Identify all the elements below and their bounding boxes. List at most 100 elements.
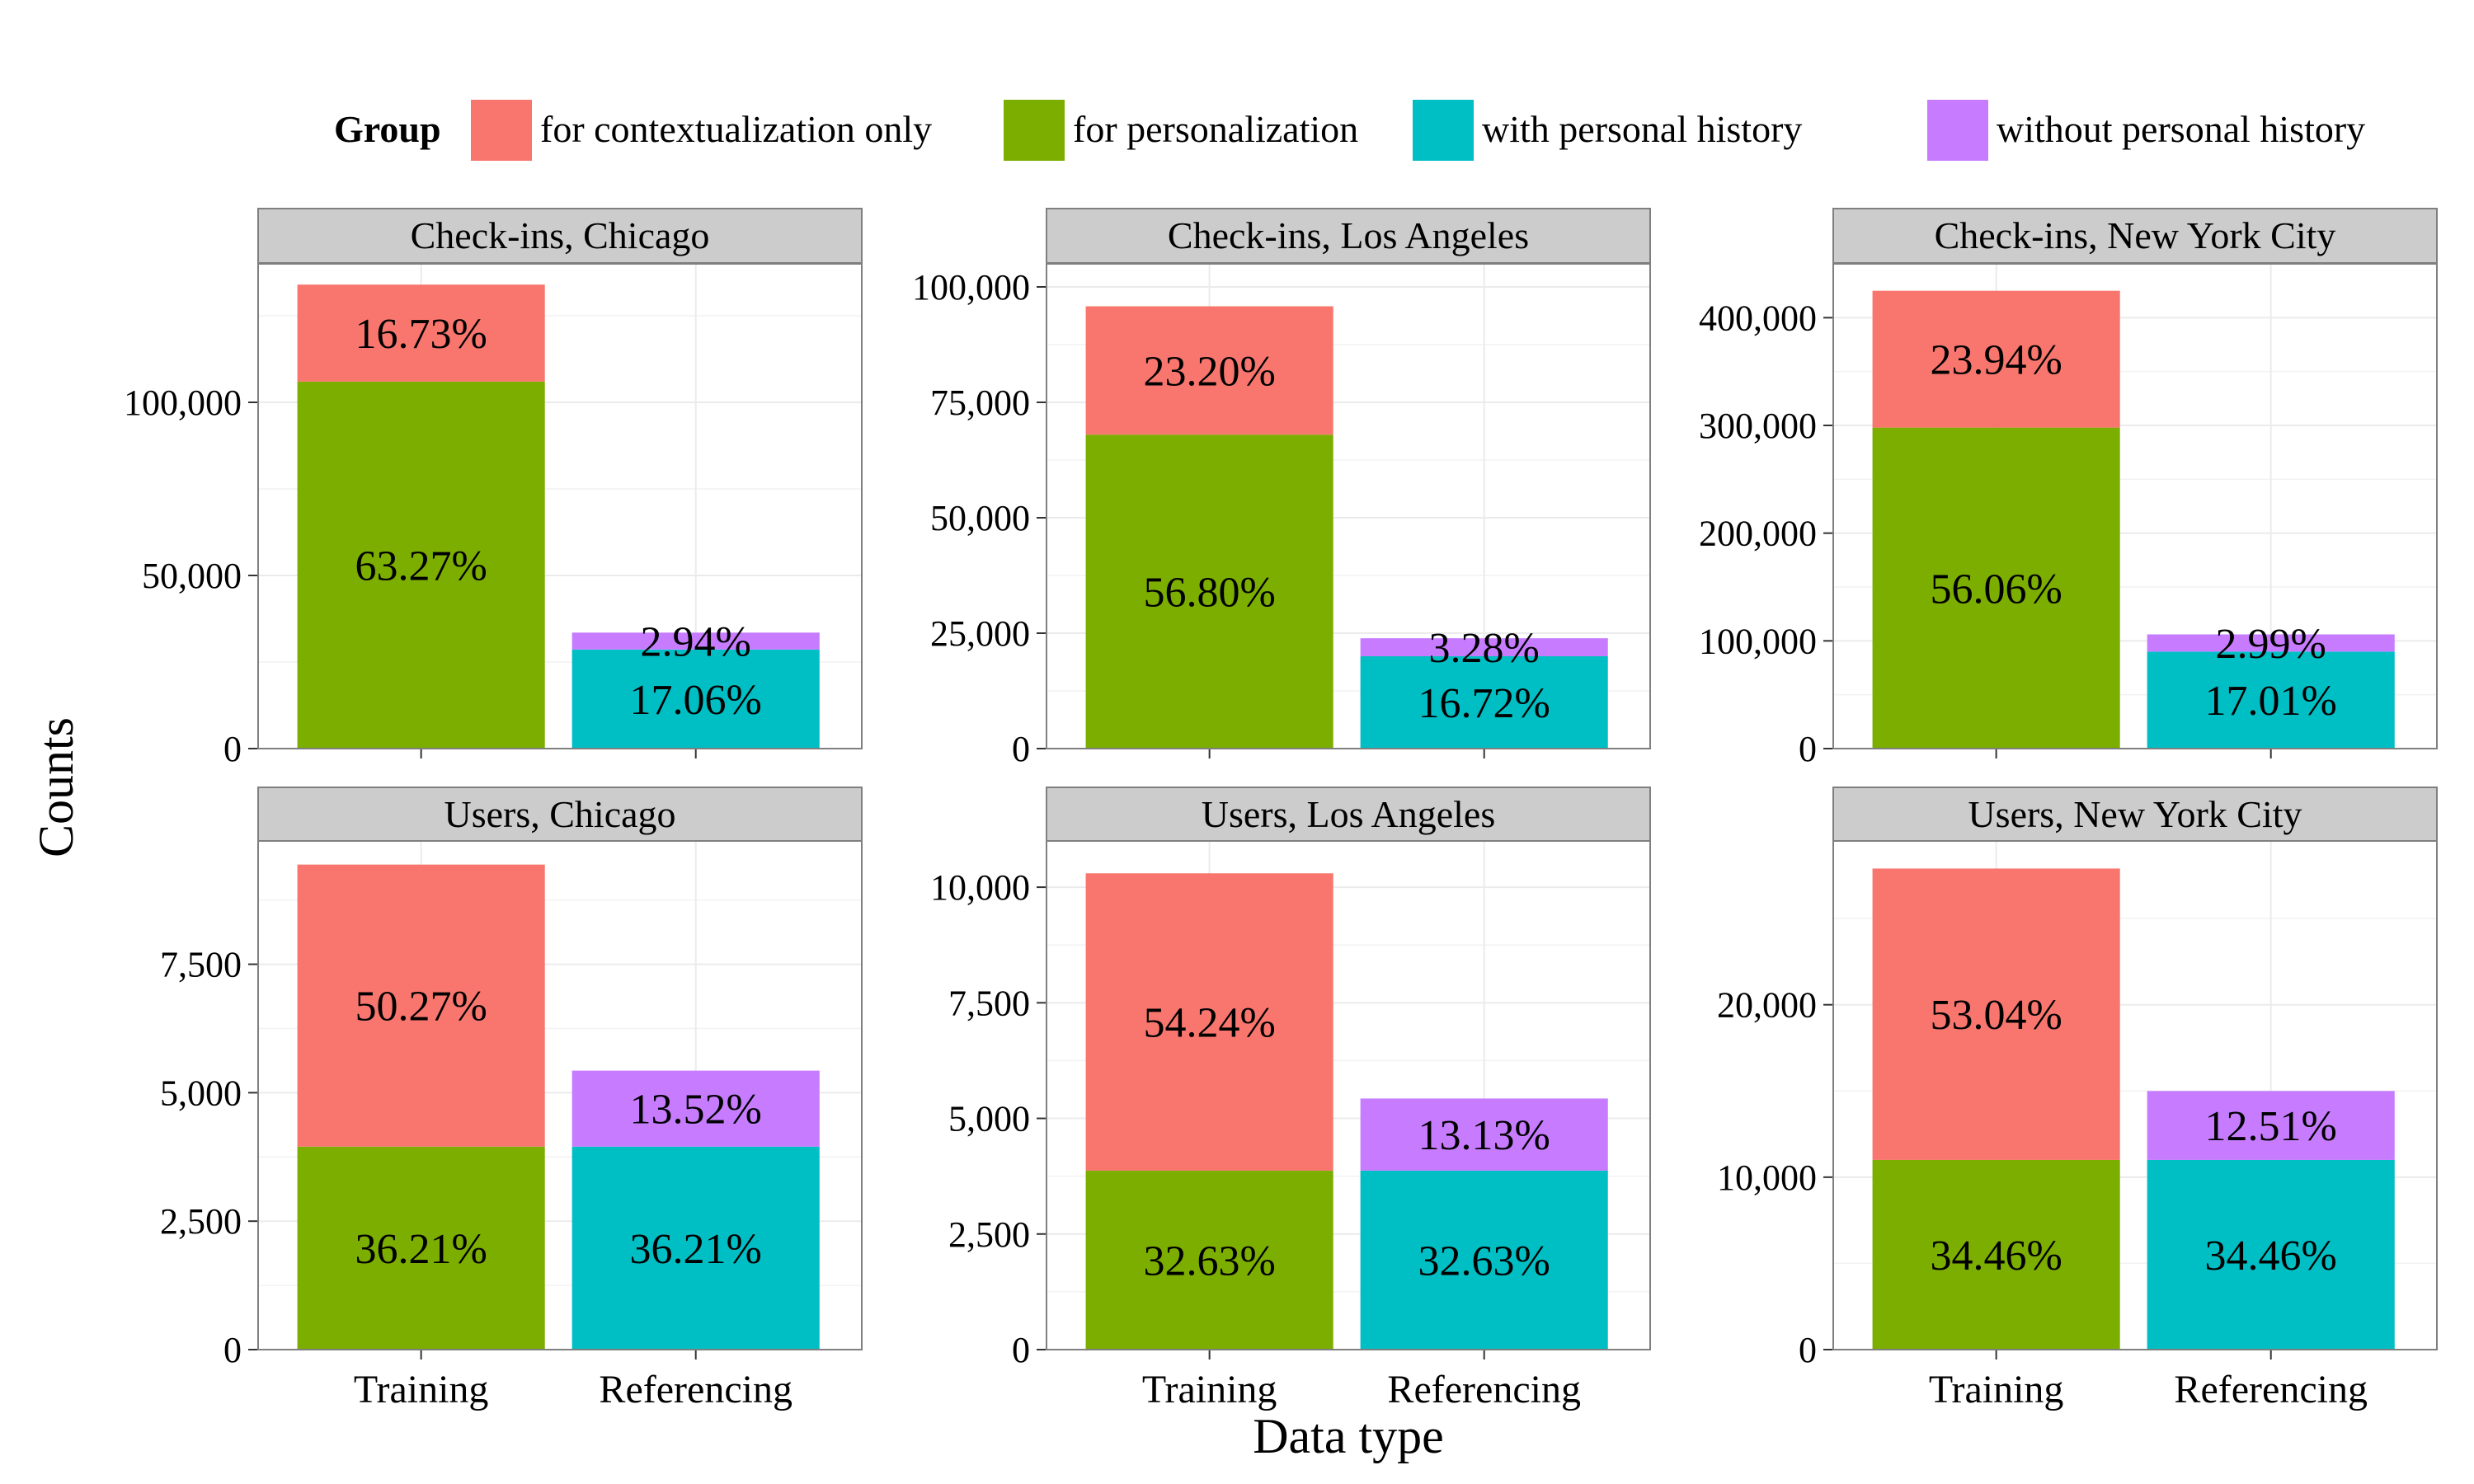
bar-segment-without-personal-history	[1360, 638, 1608, 656]
data-label: 13.13%	[1418, 1112, 1550, 1159]
legend-item-for-personalization: for personalization	[1004, 100, 1358, 161]
bar-segment-with-personal-history	[2147, 651, 2395, 749]
data-label: 56.06%	[1930, 566, 2062, 613]
bar-referencing: 17.01% 2.99%	[2147, 621, 2395, 749]
y-tick-label: 10,000	[930, 867, 1030, 908]
data-label: 34.46%	[1930, 1233, 2062, 1280]
panel-border	[257, 263, 863, 749]
panel-title: Users, Chicago	[444, 793, 675, 835]
bar-segment-without-personal-history	[571, 632, 820, 650]
data-label: 53.04%	[1930, 992, 2062, 1039]
y-tick-label: 50,000	[930, 498, 1030, 538]
x-axis-label: Data type	[1253, 1409, 1444, 1463]
bar-segment-with-personal-history	[2147, 1159, 2395, 1350]
data-label: 63.27%	[355, 542, 487, 589]
legend-swatch	[1004, 100, 1065, 161]
legend-swatch	[1927, 100, 1988, 161]
bar-referencing: 16.72% 3.28%	[1360, 625, 1608, 749]
y-tick-label: 200,000	[1699, 514, 1817, 554]
data-label: 3.28%	[1429, 625, 1540, 672]
y-tick-label: 100,000	[912, 267, 1030, 308]
bar-segment-with-personal-history	[571, 1146, 820, 1350]
bar-referencing: 32.63% 13.13%	[1360, 1098, 1608, 1350]
legend: Group for contextualization only for pers…	[334, 100, 2365, 161]
y-tick-label: 20,000	[1717, 985, 1817, 1026]
panel-title: Users, New York City	[1968, 793, 2302, 835]
data-label: 32.63%	[1418, 1237, 1550, 1284]
x-tick-label: Referencing	[2174, 1368, 2368, 1411]
panel-title: Check-ins, Chicago	[411, 214, 710, 256]
data-label: 16.72%	[1418, 680, 1550, 727]
bar-segment-for-contextualization-only	[1085, 306, 1333, 435]
y-tick-label: 25,000	[930, 613, 1030, 654]
panel-border	[1046, 263, 1651, 749]
data-label: 13.52%	[630, 1087, 762, 1134]
y-tick-label: 300,000	[1699, 406, 1817, 446]
legend-label: without personal history	[1997, 108, 2365, 150]
x-tick-label: Training	[354, 1368, 489, 1411]
data-label: 17.01%	[2205, 678, 2337, 725]
y-tick-label: 100,000	[124, 383, 242, 423]
y-tick-label: 2,500	[948, 1214, 1030, 1255]
data-label: 32.63%	[1143, 1237, 1275, 1284]
panel-border	[1832, 840, 2438, 1350]
y-tick-label: 0	[1012, 1330, 1030, 1370]
panel-users-new-york-city: Users, New York City 34.46% 53.04% 34.46% 12…	[1717, 787, 2438, 1411]
bar-training: 36.21% 50.27%	[297, 864, 545, 1350]
y-tick-label: 5,000	[948, 1099, 1030, 1139]
y-tick-label: 0	[1012, 729, 1030, 769]
legend-item-with-personal-history: with personal history	[1413, 100, 1802, 161]
data-label: 56.80%	[1143, 570, 1275, 617]
data-label: 34.46%	[2205, 1233, 2337, 1280]
bar-segment-for-personalization	[1085, 1170, 1333, 1350]
bar-training: 63.27% 16.73%	[297, 284, 545, 749]
bar-referencing: 17.06% 2.94%	[571, 619, 820, 749]
bar-training: 32.63% 54.24%	[1085, 873, 1333, 1350]
y-tick-label: 100,000	[1699, 621, 1817, 661]
bar-segment-without-personal-history	[571, 1070, 820, 1147]
panel-title: Check-ins, New York City	[1935, 214, 2336, 256]
y-tick-label: 7,500	[948, 983, 1030, 1023]
panel-border	[1046, 840, 1651, 1350]
bar-training: 56.06% 23.94%	[1872, 290, 2120, 749]
bar-segment-for-personalization	[1872, 1159, 2120, 1350]
bar-referencing: 36.21% 13.52%	[571, 1070, 820, 1350]
y-tick-label: 2,500	[160, 1201, 242, 1242]
y-tick-label: 400,000	[1699, 298, 1817, 338]
panel-strip	[257, 208, 863, 264]
panel-title: Users, Los Angeles	[1202, 793, 1495, 835]
bar-segment-for-contextualization-only	[297, 284, 545, 382]
bar-segment-for-personalization	[1085, 434, 1333, 749]
bar-segment-with-personal-history	[1360, 656, 1608, 749]
y-axis-label: Counts	[29, 717, 83, 857]
bar-referencing: 34.46% 12.51%	[2147, 1091, 2395, 1350]
legend-label: for personalization	[1073, 108, 1358, 150]
data-label: 50.27%	[355, 984, 487, 1031]
bar-segment-for-personalization	[297, 1146, 545, 1350]
legend-item-for-contextualization-only: for contextualization only	[471, 100, 932, 161]
y-tick-label: 75,000	[930, 383, 1030, 423]
panel-title: Check-ins, Los Angeles	[1168, 214, 1529, 256]
panel-border	[1832, 263, 2438, 749]
bar-training: 34.46% 53.04%	[1872, 868, 2120, 1350]
bar-training: 56.80% 23.20%	[1085, 306, 1333, 749]
bar-segment-without-personal-history	[2147, 1091, 2395, 1160]
y-tick-label: 0	[1799, 729, 1817, 769]
bar-segment-without-personal-history	[2147, 634, 2395, 652]
data-label: 2.94%	[641, 619, 751, 666]
bar-segment-for-contextualization-only	[1872, 290, 2120, 428]
x-tick-label: Training	[1929, 1368, 2064, 1411]
x-tick-label: Training	[1142, 1368, 1277, 1411]
data-label: 36.21%	[355, 1226, 487, 1273]
data-label: 17.06%	[630, 677, 762, 724]
legend-swatch	[471, 100, 532, 161]
panel-check-ins-new-york-city: Check-ins, New York City 56.06% 23.94% 17.0…	[1699, 208, 2438, 769]
y-tick-label: 5,000	[160, 1073, 242, 1113]
legend-label: with personal history	[1482, 108, 1802, 150]
y-tick-label: 7,500	[160, 945, 242, 985]
panel-check-ins-los-angeles: Check-ins, Los Angeles 56.80% 23.20% 16.72%…	[912, 208, 1651, 769]
y-tick-label: 0	[223, 1330, 242, 1370]
data-label: 23.20%	[1143, 348, 1275, 395]
bar-segment-for-contextualization-only	[297, 864, 545, 1147]
data-label: 12.51%	[2205, 1103, 2337, 1150]
